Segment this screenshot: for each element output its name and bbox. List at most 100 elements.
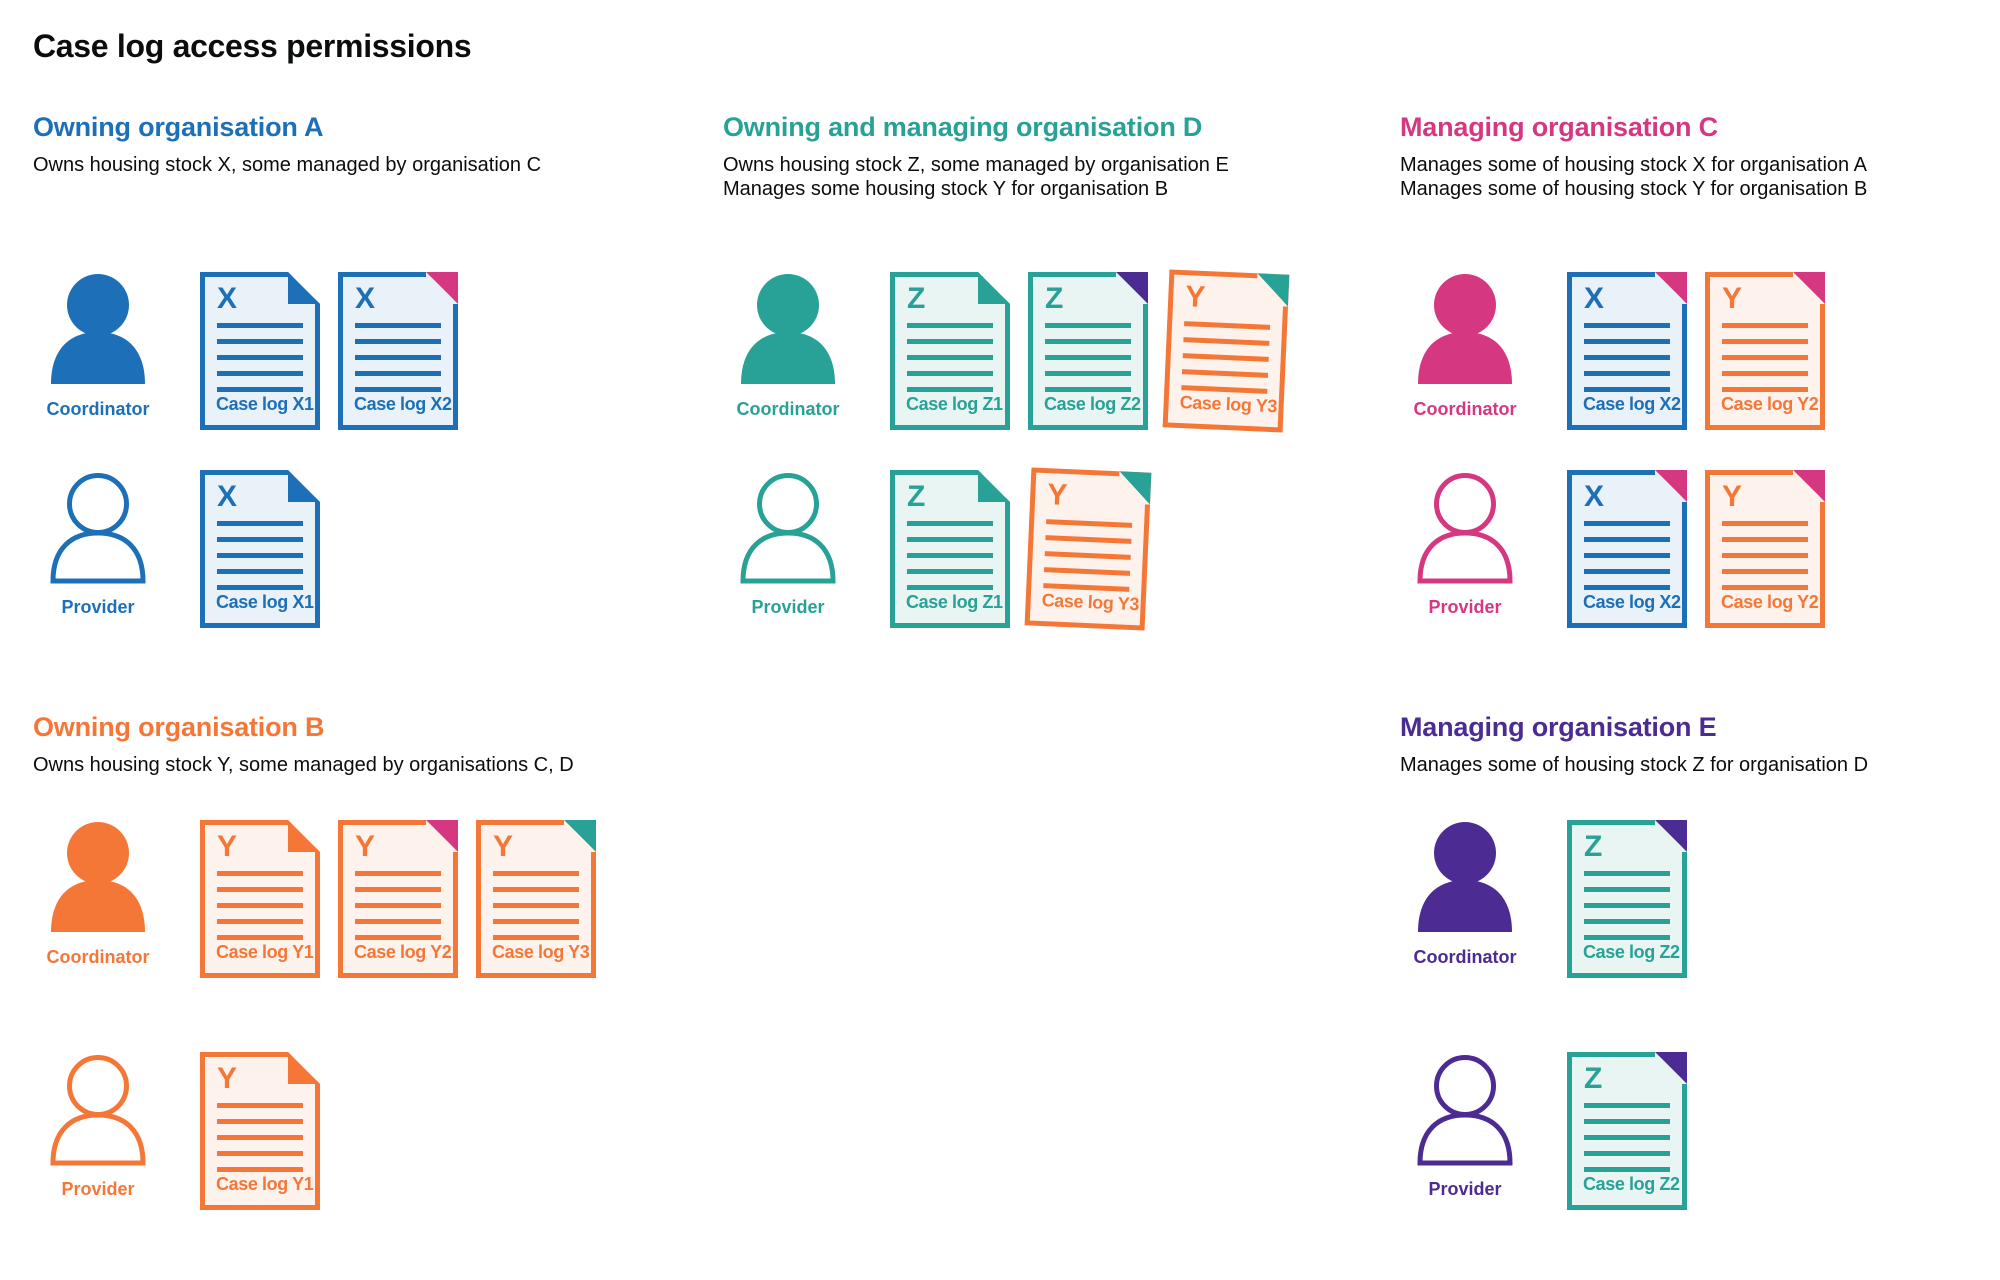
provider-row: Provider X Case log X2 Y Case log Y2	[1400, 470, 1825, 628]
case-log-doc: Y Case log Y1	[200, 820, 320, 978]
document-text-lines-icon	[493, 871, 579, 951]
case-log-doc: Y Case log Y2	[1705, 470, 1825, 628]
case-log-caption: Case log Y2	[1721, 394, 1819, 414]
coordinator-row: Coordinator X Case log X2 Y Case log Y2	[1400, 272, 1825, 430]
coordinator-icon	[741, 274, 835, 384]
folded-corner-icon	[1116, 272, 1148, 304]
folded-corner-icon	[288, 1052, 320, 1084]
document-text-lines-icon	[1584, 323, 1670, 403]
person-role-label: Coordinator	[1413, 399, 1517, 419]
stock-letter-label: X	[217, 480, 238, 513]
provider-row: Provider Y Case log Y1	[33, 1052, 320, 1210]
person: Coordinator	[723, 272, 853, 420]
coordinator-icon	[51, 274, 145, 384]
folded-corner-icon	[1256, 273, 1290, 307]
stock-letter-label: Y	[217, 1062, 238, 1095]
document-text-lines-icon	[355, 323, 441, 403]
person: Coordinator	[1400, 820, 1530, 968]
coordinator-row: Coordinator Z Case log Z2	[1400, 820, 1687, 978]
case-log-doc: X Case log X2	[338, 272, 458, 430]
section-managing-organisation-c: Managing organisation C Manages some of …	[1400, 112, 2000, 628]
folded-corner-icon	[564, 820, 596, 852]
case-log-doc: Z Case log Z1	[890, 470, 1010, 628]
coordinator-icon	[1418, 274, 1512, 384]
document-text-lines-icon	[355, 871, 441, 951]
provider-icon	[1417, 473, 1513, 584]
stock-letter-label: X	[355, 282, 376, 315]
case-log-doc: Y Case log Y1	[200, 1052, 320, 1210]
section-description-line: Manages some of housing stock Y for orga…	[1400, 178, 1868, 200]
case-log-list: X Case log X2 Y Case log Y2	[1567, 272, 1825, 430]
stock-letter-label: X	[217, 282, 238, 315]
case-log-caption: Case log X2	[354, 394, 452, 414]
document-text-lines-icon	[217, 521, 303, 601]
document-text-lines-icon	[907, 521, 993, 601]
stock-letter-label: X	[1584, 480, 1605, 513]
stock-letter-label: Y	[493, 830, 514, 863]
document-text-lines-icon	[907, 323, 993, 403]
coordinator-icon	[51, 822, 145, 932]
provider-icon	[1417, 1055, 1513, 1166]
document-text-lines-icon	[1722, 521, 1808, 601]
stock-letter-label: Y	[1184, 280, 1207, 315]
case-log-doc: Y Case log Y3	[1162, 269, 1290, 433]
case-log-doc: Z Case log Z2	[1028, 272, 1148, 430]
provider-row: Provider X Case log X1	[33, 470, 320, 628]
case-log-doc: Z Case log Z2	[1567, 820, 1687, 978]
document-text-lines-icon	[1722, 323, 1808, 403]
section-owning-organisation-a: Owning organisation A Owns housing stock…	[33, 112, 693, 628]
stock-letter-label: Y	[1722, 480, 1743, 513]
coordinator-row: Coordinator Y Case log Y1 Y Case log Y2 …	[33, 820, 596, 978]
section-heading: Owning and managing organisation D	[723, 112, 1203, 142]
folded-corner-icon	[1793, 272, 1825, 304]
person-role-label: Coordinator	[736, 399, 840, 419]
case-log-caption: Case log X1	[216, 394, 314, 414]
case-log-list: Z Case log Z2	[1567, 1052, 1687, 1210]
document-text-lines-icon	[217, 323, 303, 403]
case-log-doc: Z Case log Z2	[1567, 1052, 1687, 1210]
case-log-list: Z Case log Z1 Z Case log Z2 Y Case log Y…	[890, 269, 1290, 433]
case-log-caption: Case log Y2	[354, 942, 452, 962]
person: Provider	[1400, 1052, 1530, 1200]
page-title: Case log access permissions	[33, 28, 472, 64]
person-role-label: Provider	[61, 1179, 135, 1199]
section-description: Manages some of housing stock Z for orga…	[1400, 753, 2000, 777]
case-log-doc: X Case log X1	[200, 470, 320, 628]
stock-letter-label: Y	[1722, 282, 1743, 315]
case-log-doc: Y Case log Y2	[338, 820, 458, 978]
provider-icon	[740, 473, 836, 584]
case-log-caption: Case log X2	[1583, 394, 1681, 414]
folded-corner-icon	[288, 470, 320, 502]
stock-letter-label: Z	[907, 480, 926, 513]
person-role-label: Coordinator	[46, 947, 150, 967]
folded-corner-icon	[1655, 820, 1687, 852]
stock-letter-label: Y	[1046, 478, 1069, 513]
case-log-caption: Case log Y1	[216, 942, 314, 962]
provider-row: Provider Z Case log Z2	[1400, 1052, 1687, 1210]
section-owning-organisation-b: Owning organisation B Owns housing stock…	[33, 712, 693, 1210]
folded-corner-icon	[1655, 1052, 1687, 1084]
stock-letter-label: Z	[907, 282, 926, 315]
section-description-line: Manages some housing stock Y for organis…	[723, 178, 1169, 200]
case-log-doc: X Case log X2	[1567, 470, 1687, 628]
case-log-list: Z Case log Z2	[1567, 820, 1687, 978]
case-log-doc: Z Case log Z1	[890, 272, 1010, 430]
stock-letter-label: Y	[355, 830, 376, 863]
case-log-caption: Case log Y3	[1041, 590, 1140, 615]
section-heading: Managing organisation E	[1400, 712, 1717, 742]
folded-corner-icon	[1655, 470, 1687, 502]
case-log-caption: Case log Z2	[1044, 394, 1141, 414]
case-log-list: X Case log X1	[200, 470, 320, 628]
case-log-caption: Case log Y1	[216, 1174, 314, 1194]
document-text-lines-icon	[217, 871, 303, 951]
case-log-list: Z Case log Z1 Y Case log Y3	[890, 467, 1152, 631]
person-role-label: Provider	[1428, 597, 1502, 617]
person-role-label: Coordinator	[46, 399, 150, 419]
case-log-caption: Case log Z1	[906, 592, 1003, 612]
person: Provider	[33, 470, 163, 618]
person-role-label: Provider	[751, 597, 825, 617]
case-log-doc: X Case log X2	[1567, 272, 1687, 430]
folded-corner-icon	[1655, 272, 1687, 304]
section-owning-and-managing-organisation-d: Owning and managing organisation D Owns …	[723, 112, 1383, 631]
